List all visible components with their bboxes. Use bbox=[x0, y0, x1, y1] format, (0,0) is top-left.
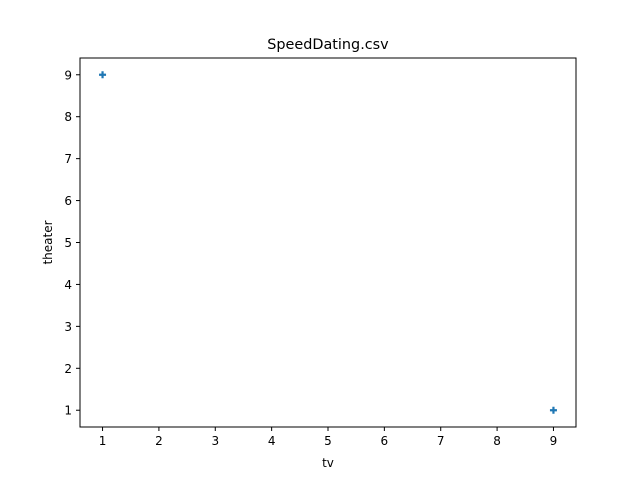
plot-area-frame bbox=[79, 57, 577, 428]
y-tick-label: 3 bbox=[64, 320, 72, 334]
y-tick-label: 8 bbox=[64, 110, 72, 124]
y-tick-label: 1 bbox=[64, 404, 72, 418]
x-tick-label: 6 bbox=[381, 434, 389, 448]
x-axis-label: tv bbox=[322, 456, 334, 470]
chart-title: SpeedDating.csv bbox=[267, 37, 389, 53]
points-layer bbox=[99, 71, 557, 414]
y-tick-label: 4 bbox=[64, 278, 72, 292]
ticks-layer: 1 2 3 4 5 6 7 8 9 1 2 3 4 5 6 7 8 9 bbox=[64, 68, 557, 448]
x-tick-label: 7 bbox=[437, 434, 445, 448]
x-tick-label: 4 bbox=[268, 434, 276, 448]
y-tick-label: 5 bbox=[64, 236, 72, 250]
x-tick-label: 3 bbox=[211, 434, 219, 448]
y-tick-label: 7 bbox=[64, 152, 72, 166]
scatter-point bbox=[549, 406, 557, 414]
y-tick-label: 9 bbox=[64, 68, 72, 82]
x-tick-label: 9 bbox=[550, 434, 558, 448]
x-tick-label: 2 bbox=[155, 434, 163, 448]
y-tick-label: 6 bbox=[64, 194, 72, 208]
x-tick-label: 5 bbox=[324, 434, 332, 448]
x-tick-label: 8 bbox=[493, 434, 501, 448]
y-axis-label: theater bbox=[41, 220, 55, 264]
x-tick-label: 1 bbox=[99, 434, 107, 448]
y-tick-label: 2 bbox=[64, 362, 72, 376]
scatter-point bbox=[99, 71, 107, 79]
